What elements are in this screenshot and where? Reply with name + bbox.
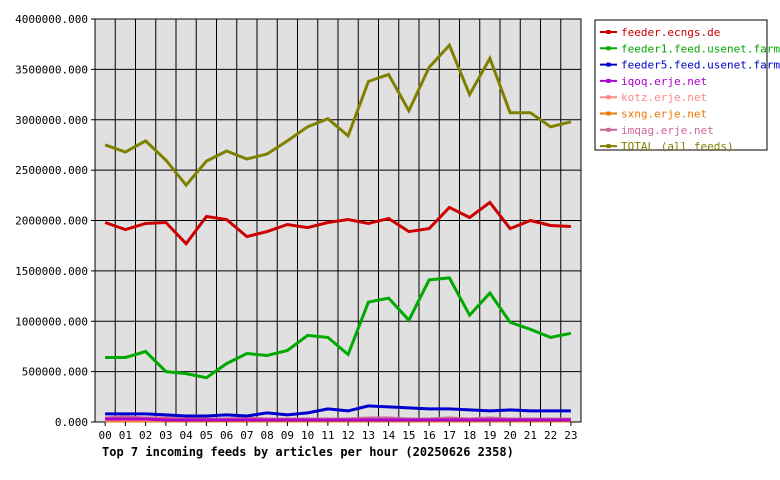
- x-tick-label: 14: [382, 429, 396, 442]
- x-tick-label: 07: [240, 429, 253, 442]
- chart-title: Top 7 incoming feeds by articles per hou…: [102, 445, 514, 459]
- x-tick-label: 22: [544, 429, 557, 442]
- legend-label: kotz.erje.net: [621, 91, 707, 104]
- y-axis: 0.000 500000.000 1000000.000 1500000.000 200…: [15, 13, 95, 429]
- legend-label: sxng.erje.net: [621, 108, 707, 121]
- x-tick-label: 21: [524, 429, 537, 442]
- legend-marker: [606, 30, 611, 34]
- x-tick-label: 16: [423, 429, 436, 442]
- x-tick-label: 15: [402, 429, 415, 442]
- y-tick-label: 0.000: [55, 416, 88, 429]
- legend-marker: [606, 144, 611, 149]
- series-line-iqoq-erje-net: [105, 417, 571, 422]
- series-line-feeder1-feed-usenet-farm: [105, 276, 572, 380]
- x-axis: 00 01 02 03 04 05 06 07 08 09 10 11 12 13 14 15 16 17 18 19…: [99, 422, 578, 442]
- legend-marker: [606, 46, 611, 51]
- x-tick-label: 05: [200, 429, 213, 442]
- x-tick-label: 00: [99, 429, 112, 442]
- x-tick-label: 03: [159, 429, 172, 442]
- x-tick-label: 23: [564, 429, 577, 442]
- y-tick-label: 3000000.000: [15, 114, 88, 127]
- x-tick-label: 17: [443, 429, 456, 442]
- x-tick-label: 04: [180, 429, 194, 442]
- series-line-feeder5-feed-usenet-farm: [105, 404, 571, 418]
- legend: feeder.ecngs.de feeder1.feed.usenet.farm f…: [594, 19, 780, 153]
- y-tick-label: 1500000.000: [15, 265, 88, 278]
- legend-marker: [606, 78, 611, 83]
- y-tick-label: 500000.000: [22, 366, 88, 379]
- legend-label: iqoq.erje.net: [621, 75, 707, 88]
- legend-label: imqag.erje.net: [621, 124, 714, 137]
- x-tick-label: 09: [281, 429, 294, 442]
- y-tick-label: 3500000.000: [15, 63, 88, 76]
- y-tick-label: 1000000.000: [15, 315, 88, 328]
- series-lines: [104, 42, 572, 423]
- legend-marker: [606, 95, 611, 100]
- x-tick-label: 02: [139, 429, 152, 442]
- legend-label: TOTAL (all feeds): [621, 140, 734, 153]
- x-tick-label: 10: [301, 429, 314, 442]
- y-tick-label: 2500000.000: [15, 164, 88, 177]
- legend-box: [594, 19, 768, 151]
- x-tick-label: 01: [119, 429, 132, 442]
- series-line-total-all-feeds-: [104, 42, 572, 188]
- x-tick-label: 06: [220, 429, 233, 442]
- x-tick-label: 12: [342, 429, 355, 442]
- y-tick-label: 2000000.000: [15, 215, 88, 228]
- x-tick-label: 19: [483, 429, 496, 442]
- grid-lines: [95, 18, 581, 423]
- legend-label: feeder5.feed.usenet.farm: [621, 59, 780, 72]
- x-tick-label: 11: [321, 429, 334, 442]
- x-tick-label: 18: [463, 429, 476, 442]
- legend-label: feeder.ecngs.de: [621, 26, 720, 39]
- legend-label: feeder1.feed.usenet.farm: [621, 42, 780, 55]
- legend-marker: [606, 127, 611, 132]
- series-line-feeder-ecngs-de: [104, 200, 571, 247]
- x-tick-label: 20: [504, 429, 517, 442]
- legend-marker: [606, 62, 611, 67]
- x-tick-label: 13: [362, 429, 375, 442]
- legend-marker: [606, 111, 611, 116]
- x-tick-label: 08: [261, 429, 274, 442]
- y-tick-label: 4000000.000: [15, 13, 88, 26]
